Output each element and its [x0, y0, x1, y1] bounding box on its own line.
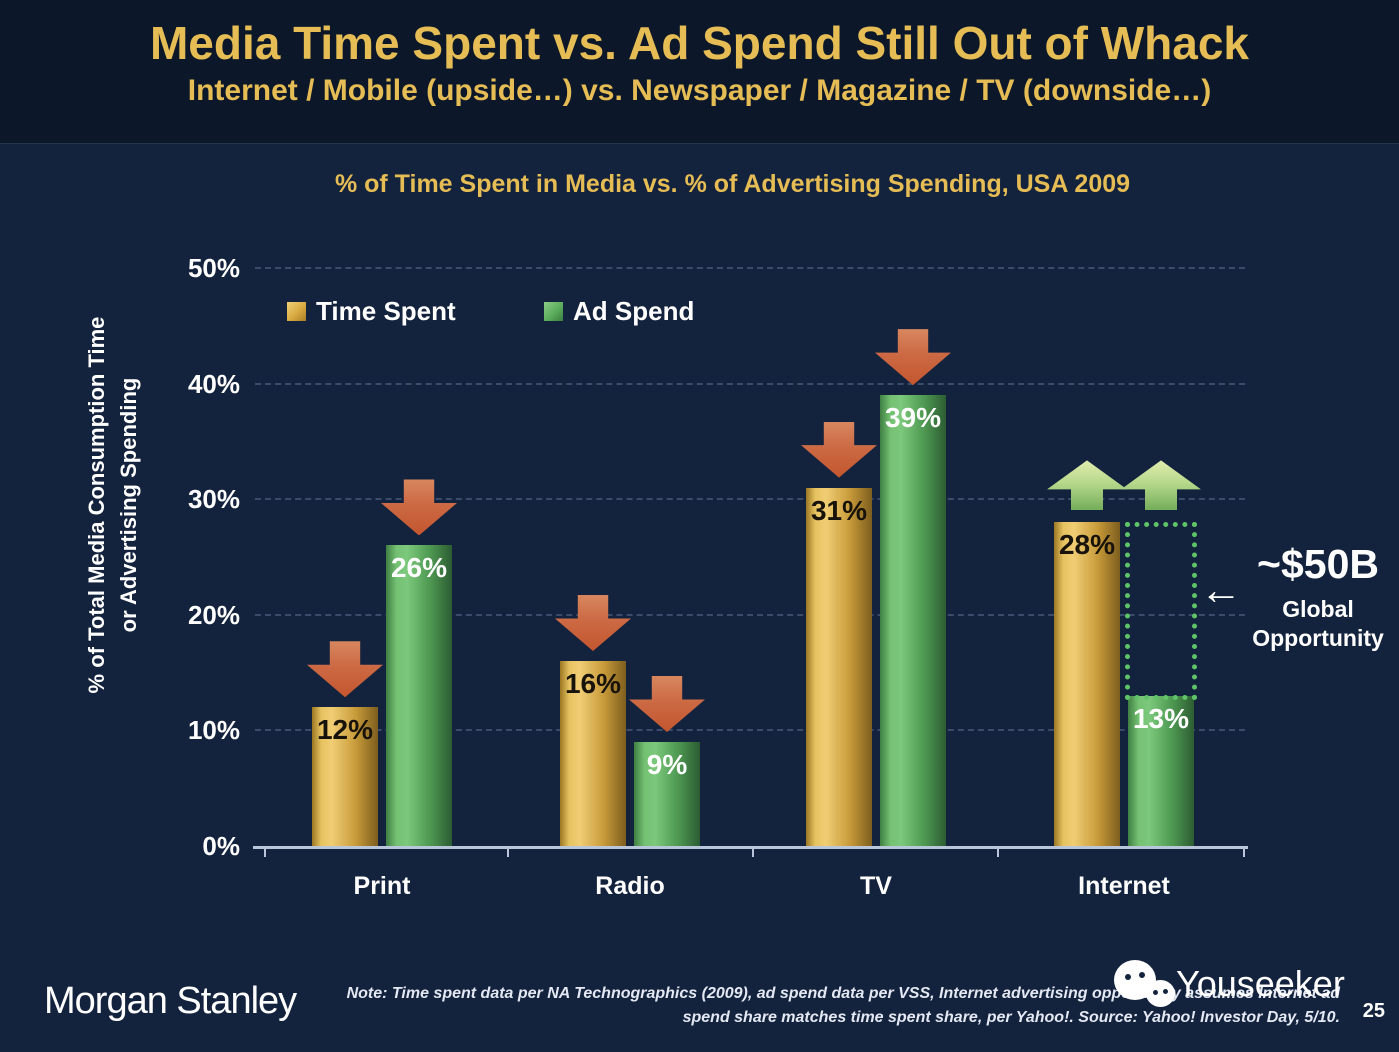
y-tick-label-50: 50% [187, 253, 240, 283]
gridline-50 [255, 267, 1245, 269]
gridline-40 [255, 382, 1245, 385]
y-tick-label-20: 20% [187, 599, 240, 630]
category-label-internet: Internet [1078, 872, 1170, 900]
legend-label-time-spent: Time Spent [316, 296, 456, 326]
x-axis-tick-3 [997, 849, 999, 857]
time-spent-swatch-icon [287, 302, 306, 321]
y-tick-label-30: 30% [187, 484, 240, 515]
bar-value-label: 13% [1132, 702, 1190, 734]
bar-value-label: 12% [316, 714, 374, 746]
bar-print-ad-spend: 26% [386, 545, 452, 846]
trend-arrow-up-icon [1121, 460, 1201, 511]
trend-arrow-down-icon [875, 329, 951, 386]
gridline-30 [255, 498, 1245, 501]
bar-radio-ad-spend: 9% [634, 741, 700, 846]
category-label-print: Print [353, 872, 411, 900]
chart-title: % of Time Spent in Media vs. % of Advert… [334, 170, 1131, 198]
opportunity-value: ~$50B [1257, 541, 1379, 587]
opportunity-annotation: ~$50B Global Opportunity [1238, 541, 1398, 653]
bar-radio-time-spent: 16% [560, 661, 626, 846]
trend-arrow-up-icon [1047, 460, 1127, 511]
left-arrow-icon: ← [1200, 566, 1242, 613]
bar-value-label: 28% [1058, 529, 1116, 561]
morgan-stanley-logo: Morgan Stanley [44, 980, 297, 1022]
page-number: 25 [1362, 1000, 1385, 1022]
x-axis-line [253, 846, 1248, 849]
trend-arrow-down-icon [555, 595, 631, 652]
legend-item-ad-spend: Ad Spend [544, 296, 694, 327]
bar-internet-ad-spend: 13% [1128, 695, 1194, 846]
source-note: Note: Time spent data per NA Technograph… [347, 982, 1340, 1030]
legend-item-time-spent: Time Spent [287, 296, 456, 327]
chat-bubble-small-icon [1146, 980, 1175, 1007]
watermark-text: Youseeker [1176, 963, 1345, 1004]
watermark: Youseeker [1112, 958, 1345, 1010]
source-note-line1: Note: Time spent data per NA Technograph… [346, 985, 1340, 1002]
y-tick-label-0: 0% [202, 831, 240, 861]
category-label-tv: TV [860, 872, 892, 900]
x-axis-tick-0 [264, 849, 266, 857]
opportunity-label-line2: Opportunity [1252, 625, 1384, 651]
bar-value-label: 26% [390, 552, 448, 584]
x-axis-tick-1 [507, 849, 509, 857]
bar-value-label: 39% [884, 402, 942, 434]
bar-value-label: 31% [810, 494, 868, 526]
category-label-radio: Radio [595, 872, 665, 900]
y-axis-title: % of Total Media Consumption Time or Adv… [81, 195, 145, 815]
trend-arrow-down-icon [801, 421, 877, 478]
source-note-line2: spend share matches time spent share, pe… [682, 1009, 1340, 1026]
bar-tv-ad-spend: 39% [880, 395, 946, 846]
trend-arrow-down-icon [629, 675, 705, 732]
ad-spend-swatch-icon [544, 302, 563, 321]
x-axis-tick-2 [752, 849, 754, 857]
gridline-20 [255, 613, 1245, 616]
bar-tv-time-spent: 31% [806, 487, 872, 846]
x-axis-tick-4 [1243, 849, 1245, 857]
page-subtitle: Internet / Mobile (upside…) vs. Newspape… [187, 74, 1212, 107]
legend-label-ad-spend: Ad Spend [573, 296, 695, 326]
wechat-icon [1112, 958, 1175, 1010]
opportunity-label-line1: Global [1282, 596, 1354, 622]
gridline-10 [255, 729, 1245, 732]
page-title: Media Time Spent vs. Ad Spend Still Out … [149, 17, 1250, 69]
header-band: Media Time Spent vs. Ad Spend Still Out … [0, 0, 1399, 144]
y-axis-title-line1: % of Total Media Consumption Time [84, 316, 109, 694]
y-tick-label-40: 40% [187, 368, 240, 399]
bar-value-label: 16% [564, 668, 622, 700]
y-tick-label-10: 10% [187, 715, 240, 746]
bar-value-label: 9% [646, 748, 688, 780]
trend-arrow-down-icon [381, 479, 457, 536]
bar-print-time-spent: 12% [312, 707, 378, 846]
trend-arrow-down-icon [307, 641, 383, 698]
bar-internet-time-spent: 28% [1054, 522, 1120, 846]
opportunity-gap-box [1125, 522, 1197, 700]
